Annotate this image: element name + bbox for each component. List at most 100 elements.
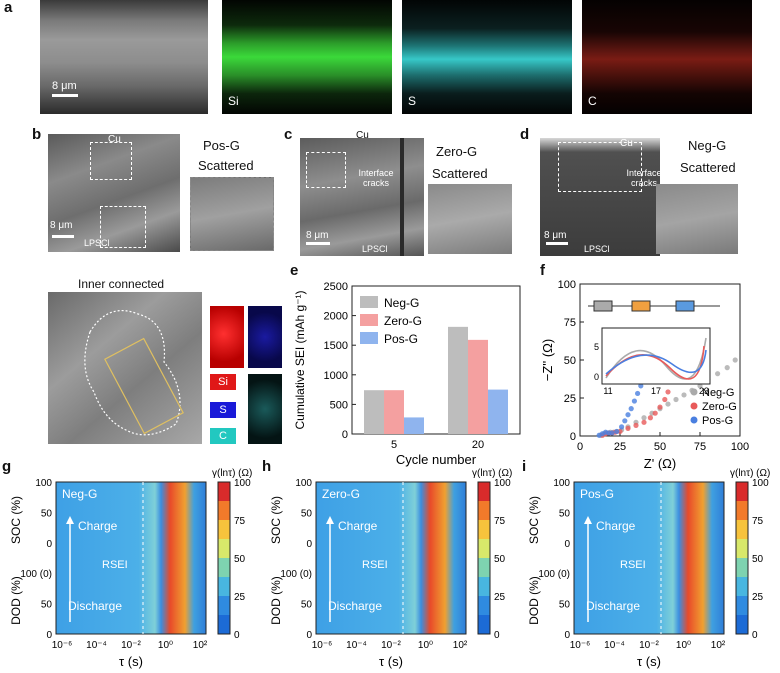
- colorbar-segment: [218, 539, 230, 559]
- data-point-zero-g: [652, 410, 658, 416]
- heatmap-field: [55, 481, 207, 635]
- data-point-zero-g: [633, 422, 639, 428]
- scale-bar: [306, 242, 330, 245]
- x-tick-label: 0: [577, 441, 583, 453]
- colorbar-segment: [218, 577, 230, 597]
- scale-bar-label: 8 μm: [50, 220, 73, 231]
- panel-label-f: f: [540, 262, 545, 279]
- plot-frame: [351, 285, 521, 435]
- inset-y-tick-label: 0: [594, 372, 599, 382]
- rsei-label: RSEI: [362, 559, 388, 571]
- y-tick-label: 100: [558, 279, 576, 291]
- panel-label-h: h: [262, 458, 272, 475]
- y-tick-label: 75: [564, 317, 576, 329]
- data-point-neg-g: [732, 357, 738, 363]
- pos-g-title: Pos-G: [203, 138, 240, 153]
- charge-label: Charge: [338, 519, 378, 533]
- x-axis-label: Cycle number: [396, 452, 477, 467]
- zero-g-title: Zero-G: [436, 144, 478, 159]
- y-tick-label: 50: [41, 508, 53, 519]
- circuit-r-ohm: [593, 300, 613, 312]
- data-point-zero-g: [625, 425, 631, 431]
- panel-label-a: a: [4, 0, 13, 16]
- x-tick-label: 10⁻⁶: [312, 640, 333, 651]
- x-tick-label: 10²: [193, 640, 208, 651]
- y-axis-label-dod: DOD (%): [527, 576, 541, 625]
- data-point-zero-g: [665, 389, 671, 395]
- colorbar-tick-label: 100: [752, 478, 769, 489]
- eds-map-s: S: [402, 0, 572, 114]
- y-axis-label-dod: DOD (%): [269, 576, 283, 625]
- bar-zero-g: [384, 390, 404, 434]
- colorbar-tick-label: 50: [234, 554, 246, 565]
- scattered-label: Scattered: [432, 166, 488, 181]
- x-tick-label: 100: [731, 441, 749, 453]
- y-tick-label: 100 (0): [20, 569, 52, 580]
- crack-line: [400, 138, 404, 256]
- colorbar-segment: [478, 482, 490, 502]
- zoom-inset-scattered: [656, 184, 738, 254]
- x-tick-label: 10⁻²: [381, 640, 401, 651]
- colorbar-tick-label: 50: [752, 554, 764, 565]
- y-tick-label: 50: [559, 508, 571, 519]
- cu-label: Cu: [108, 134, 121, 145]
- colorbar-segment: [478, 577, 490, 597]
- panel-label-c: c: [284, 126, 293, 143]
- legend-label: Pos-G: [384, 332, 418, 346]
- data-point-neg-g: [715, 371, 721, 377]
- data-point-zero-g: [657, 404, 663, 410]
- colorbar-frame: [477, 481, 491, 635]
- colorbar-segment: [736, 577, 748, 597]
- eds-map-s-small: [248, 306, 282, 368]
- x-tick-label: 10⁻⁴: [604, 640, 625, 651]
- x-tick-label: 10⁰: [418, 640, 433, 651]
- discharge-label: Discharge: [68, 599, 122, 613]
- zoom-box: [306, 152, 346, 188]
- inset-x-tick-label: 23: [699, 386, 709, 396]
- colorbar-tick-label: 0: [752, 630, 758, 641]
- colorbar-segment: [478, 539, 490, 559]
- bar-pos-g: [404, 417, 424, 434]
- heatmap-field: [573, 481, 725, 635]
- scale-bar: [546, 242, 568, 245]
- colorbar-tick-label: 0: [494, 630, 500, 641]
- sem-image-zero-g: 8 μm LPSCl: [300, 138, 424, 256]
- y-tick-label: 500: [330, 399, 348, 411]
- bar-neg-g: [364, 390, 384, 434]
- data-point-zero-g: [662, 396, 668, 403]
- colorbar-tick-label: 100: [494, 478, 511, 489]
- scattered-label: Scattered: [680, 160, 736, 175]
- discharge-label: Discharge: [328, 599, 382, 613]
- legend-label: Zero-G: [702, 401, 737, 413]
- scale-bar: [52, 94, 78, 97]
- data-point-neg-g: [724, 365, 730, 371]
- y-tick-label: 0: [564, 539, 570, 550]
- cu-label: Cu: [356, 130, 369, 141]
- x-axis-label: τ (s): [119, 654, 143, 669]
- legend-marker: [690, 416, 698, 424]
- data-point-pos-g: [628, 406, 634, 412]
- legend-label: Neg-G: [384, 296, 419, 310]
- y-tick-label: 2500: [324, 281, 348, 293]
- panel-label-g: g: [2, 458, 12, 475]
- x-tick-label: 10²: [453, 640, 468, 651]
- direction-arrowhead: [584, 516, 592, 524]
- data-point-pos-g: [622, 418, 628, 424]
- group-label: Zero-G: [322, 487, 360, 501]
- y-tick-label: 0: [46, 539, 52, 550]
- colorbar-title: γ(lnτ) (Ω): [212, 468, 252, 479]
- panel-label-e: e: [290, 262, 299, 279]
- bar-zero-g: [468, 339, 488, 434]
- y-axis-label-dod: DOD (%): [9, 576, 23, 625]
- data-point-neg-g: [681, 392, 687, 398]
- y-axis-label-soc: SOC (%): [527, 496, 541, 544]
- interface-cracks-label: Interface cracks: [358, 168, 394, 188]
- colorbar-segment: [736, 501, 748, 521]
- colorbar-segment: [218, 558, 230, 578]
- x-tick-label: 75: [694, 441, 706, 453]
- colorbar-tick-label: 75: [234, 516, 246, 527]
- x-tick-label: 10⁰: [676, 640, 691, 651]
- colorbar-tick-label: 25: [752, 592, 764, 603]
- colorbar-tick-label: 75: [494, 516, 506, 527]
